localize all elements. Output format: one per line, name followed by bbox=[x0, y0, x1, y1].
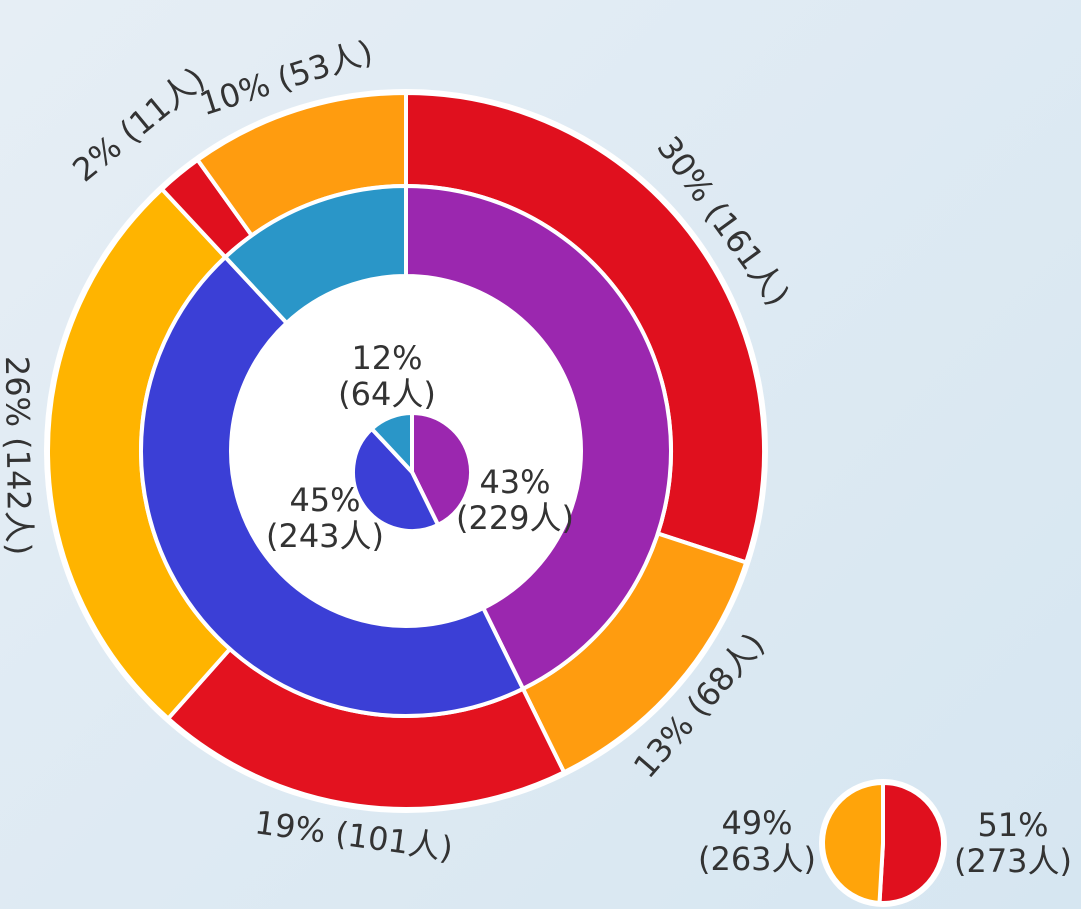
inner-label: 43% (229人) bbox=[456, 463, 574, 537]
inner-label-line: (64人) bbox=[338, 375, 436, 413]
inner-label: 12% (64人) bbox=[338, 339, 436, 413]
inner-label-line: (243人) bbox=[266, 517, 384, 555]
outer-label: 26% (142人) bbox=[0, 356, 38, 556]
inner-label-line: (229人) bbox=[456, 499, 574, 537]
inner-label-line: 43% bbox=[479, 463, 550, 501]
summary-label-line: 49% bbox=[721, 804, 792, 842]
summary-label-line: 51% bbox=[977, 806, 1048, 844]
inner-label: 45% (243人) bbox=[266, 481, 384, 555]
summary-label: 51% (273人) bbox=[954, 806, 1072, 880]
summary-label-line: (263人) bbox=[698, 840, 816, 878]
inner-label-line: 45% bbox=[289, 481, 360, 519]
summary-segment bbox=[877, 780, 945, 905]
summary-label: 49% (263人) bbox=[698, 804, 816, 878]
summary-segment bbox=[821, 780, 885, 906]
inner-label-line: 12% bbox=[351, 339, 422, 377]
inner-segment bbox=[368, 410, 414, 478]
outer-label: 19% (101人) bbox=[253, 803, 456, 867]
summary-label-line: (273人) bbox=[954, 842, 1072, 880]
inner-segment bbox=[351, 426, 441, 533]
inner-segment bbox=[410, 410, 473, 528]
